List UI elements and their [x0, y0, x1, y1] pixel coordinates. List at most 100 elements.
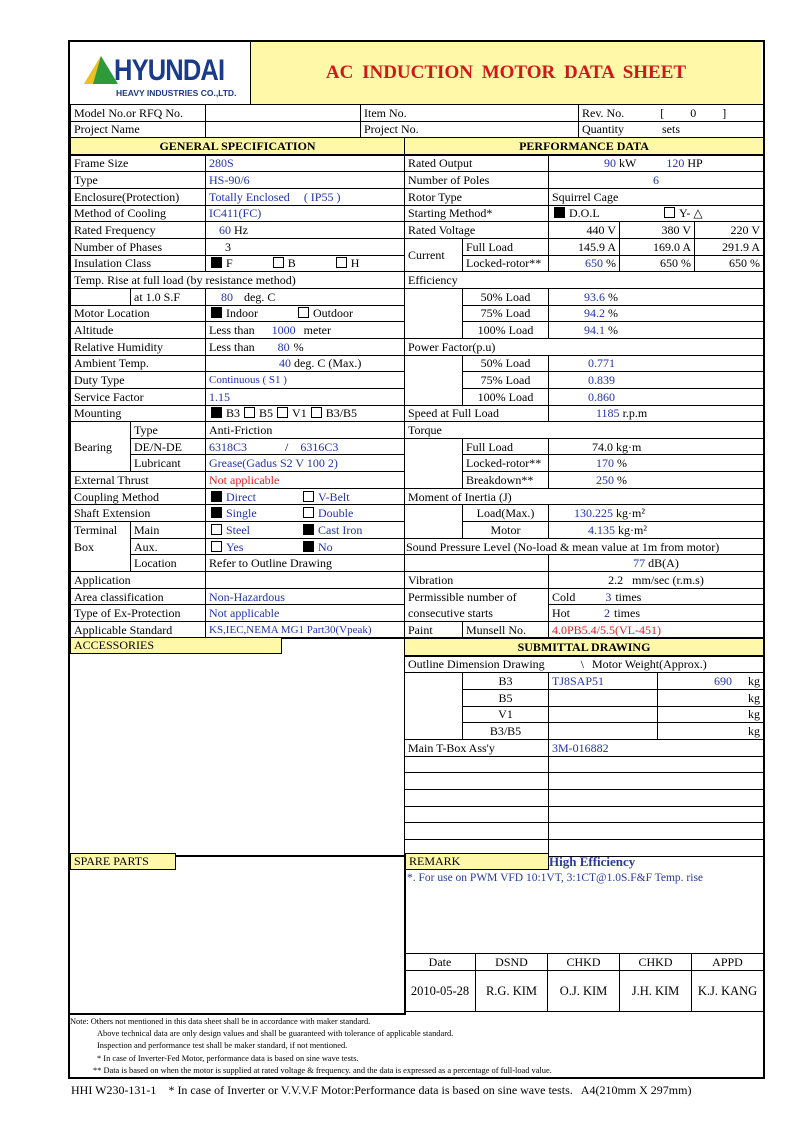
checkbox-icon[interactable] [303, 490, 314, 502]
eff-75-value: 94.2 % [547, 304, 765, 323]
kw-value: 90 [604, 156, 616, 171]
outline-row: Outline Dimension Drawing \ Motor Weight(A… [404, 655, 764, 674]
checkbox-option[interactable]: B3 [209, 406, 240, 420]
checkbox-icon[interactable] [303, 523, 314, 535]
frequency-number: 60 [219, 223, 231, 238]
pf-50-label: 50% Load [462, 354, 549, 373]
checkbox-icon[interactable] [211, 307, 222, 319]
table-row: Service Factor 1.15 [70, 387, 406, 406]
table-row: B5 kg [405, 688, 764, 707]
voltage-2: 380 V [619, 221, 695, 239]
project-name-value[interactable] [205, 120, 361, 139]
table-row: Locked-rotor** 650 % 650 % 650 % [405, 254, 765, 273]
thrust-label: External Thrust [70, 471, 206, 489]
table-row: at 1.0 S.F 80 deg. C [70, 287, 406, 306]
remark-text: *. For use on PWM VFD 10:1VT, 3:1CT@1.0S… [407, 872, 704, 884]
table-row: Power Factor(p.u) [403, 337, 765, 356]
checkbox-option[interactable]: F [209, 256, 233, 270]
table-row: Type HS-90/6 [70, 171, 406, 189]
checkbox-option[interactable]: Y- △ [662, 206, 763, 220]
application-label: Application [70, 571, 206, 589]
model-label: Model No.or RFQ No. [70, 104, 206, 122]
checkbox-option[interactable]: B [271, 256, 296, 270]
checkbox-option[interactable]: Yes [209, 540, 301, 554]
checkbox-option[interactable]: Direct [209, 490, 301, 504]
tb-location-value: Refer to Outline Drawing [204, 554, 406, 573]
checkbox-option[interactable]: B3/B5 [309, 406, 357, 420]
lr-current-3: 650 % [693, 254, 765, 273]
checkbox-icon[interactable] [211, 507, 222, 519]
table-cell: dB(A) [648, 556, 679, 571]
checkbox-option[interactable]: No [301, 540, 393, 554]
full-load-current-label: Full Load [462, 237, 549, 256]
checkbox-icon[interactable] [211, 490, 222, 502]
checkbox-option[interactable]: D.O.L [552, 206, 662, 220]
checkbox-icon[interactable] [272, 257, 284, 269]
checkbox-option[interactable]: Single [209, 506, 301, 520]
chkd-value-2: J.H. KIM [619, 969, 692, 1012]
table-cell: 650 [660, 256, 678, 271]
table-row: Motor Location Indoor Outdoor [70, 304, 406, 323]
table-row: Application [70, 571, 406, 589]
checkbox-option[interactable]: B5 [242, 406, 273, 420]
humidity-label: Relative Humidity [70, 337, 206, 356]
table-row: Temp. Rise at full load (by resistance m… [69, 271, 406, 289]
checkbox-icon[interactable] [310, 407, 322, 419]
motor-location-label: Motor Location [70, 304, 206, 323]
checkbox-icon[interactable] [244, 407, 256, 419]
project-name-label: Project Name [70, 120, 206, 139]
checkbox-option[interactable]: Outdoor [296, 306, 353, 320]
table-cell [548, 838, 764, 857]
temp-rise-unit: deg. C [244, 289, 276, 304]
table-row: Ambient Temp. 40 deg. C (Max.) [70, 354, 406, 373]
output-value: 90 kW 120 HP [547, 154, 765, 173]
output-label: Rated Output [404, 154, 549, 173]
table-cell: 4.135 [588, 522, 615, 537]
checkbox-option[interactable]: V1 [275, 406, 307, 420]
table-cell: times [615, 589, 642, 604]
table-cell: 380 [661, 223, 680, 238]
checkbox-icon[interactable] [211, 523, 222, 535]
checkbox-option[interactable]: Steel [209, 523, 301, 537]
checkbox-icon[interactable] [211, 407, 222, 419]
rev-label: Rev. No. [582, 105, 625, 120]
table-row: B3 TJ8SAP51 690 kg [404, 672, 764, 740]
spare-parts-label: SPARE PARTS [70, 853, 176, 870]
checkbox-label: F [226, 256, 233, 271]
blank-cell [404, 438, 463, 489]
checkbox-icon[interactable] [664, 207, 675, 219]
table-cell: kg [748, 707, 760, 722]
pf-75-value: 0.839 [547, 371, 765, 389]
eff-50-label: 50% Load [462, 287, 549, 306]
checkbox-option[interactable]: V-Belt [301, 490, 393, 504]
model-value[interactable] [205, 104, 361, 122]
checkbox-icon[interactable] [303, 540, 314, 552]
checkbox-option[interactable]: H [334, 256, 360, 271]
table-row [404, 822, 764, 840]
checkbox-option[interactable]: Cast Iron [301, 523, 393, 537]
inertia-motor-value: 4.135 kg·m² [547, 521, 765, 539]
checkbox-icon[interactable] [277, 407, 289, 419]
checkbox-icon[interactable] [335, 257, 347, 269]
table-cell: A [607, 239, 616, 254]
checkbox-option[interactable]: Indoor [209, 306, 258, 320]
checkbox-icon[interactable] [298, 307, 309, 319]
enclosure-value: Totally Enclosed ( IP55 ) [204, 187, 406, 206]
table-cell: % [608, 323, 618, 338]
checkbox-icon[interactable] [211, 257, 222, 269]
checkbox-icon[interactable] [303, 507, 314, 519]
type-label: Type [70, 171, 206, 189]
checkbox-icon[interactable] [554, 207, 565, 219]
tbox-label: Main T-Box Ass'y [404, 738, 549, 757]
voltage-3: 220 V [693, 221, 765, 239]
pf-100-label: 100% Load [462, 387, 549, 406]
bearing-de-value: 6318C3 / 6316C3 [204, 437, 406, 456]
sound-label: Sound Pressure Level (No-load & mean val… [403, 537, 765, 556]
checkbox-option[interactable]: Double [301, 506, 393, 520]
checkbox-label: Direct [226, 489, 256, 504]
checkbox-icon[interactable] [211, 540, 222, 552]
tb-main-options: Steel Cast Iron [204, 521, 406, 539]
eff-100-label: 100% Load [462, 321, 549, 339]
checkbox-label: H [350, 256, 360, 271]
